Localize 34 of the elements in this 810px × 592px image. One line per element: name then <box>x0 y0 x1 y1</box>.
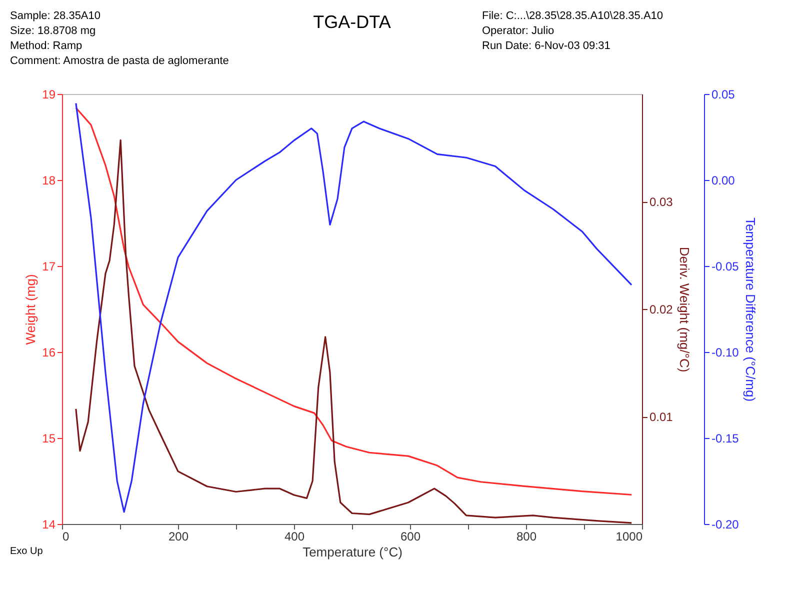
y-tick-label: 18 <box>42 174 56 188</box>
y3-tick-label: -0.10 <box>712 346 740 360</box>
y3-tick-label: -0.05 <box>712 260 740 274</box>
y2-tick-label: 0.01 <box>650 410 674 424</box>
y2-axis-title: Deriv. Weight (mg/°C) <box>676 246 692 372</box>
text: Size: 18.8708 mg <box>10 25 96 37</box>
y3-tick-label: 0.00 <box>712 174 736 188</box>
y3-tick-label: 0.05 <box>712 88 736 102</box>
y-axis-title: Weight (mg) <box>23 274 38 345</box>
y3-axis-title: Temperature Difference (°C/mg) <box>742 217 758 402</box>
y3-tick-label: -0.15 <box>712 432 740 446</box>
y2-tick-label: 0.02 <box>650 302 674 316</box>
y3-tick-label: -0.20 <box>712 518 740 532</box>
y-tick-label: 17 <box>42 260 56 274</box>
x-tick-label: 800 <box>516 530 537 544</box>
text: Operator: Julio <box>482 25 554 37</box>
y-tick-label: 19 <box>42 88 56 102</box>
text: Comment: Amostra de pasta de aglomerante <box>10 55 229 67</box>
x-tick-label: 1000 <box>616 530 643 544</box>
x-tick-label: 400 <box>284 530 305 544</box>
x-axis-title: Temperature (°C) <box>302 544 402 560</box>
text: Sample: 28.35A10 <box>10 10 101 22</box>
y2-tick-label: 0.03 <box>650 195 674 209</box>
text: Exo Up <box>10 546 44 557</box>
chart-title: TGA-DTA <box>313 12 391 32</box>
text: Run Date: 6-Nov-03 09:31 <box>482 40 610 52</box>
x-tick-label: 200 <box>168 530 189 544</box>
y-tick-label: 15 <box>42 432 56 446</box>
text: Method: Ramp <box>10 40 82 52</box>
x-tick-label: 600 <box>400 530 421 544</box>
text: File: C:...\28.35\28.35.A10\28.35.A10 <box>482 10 664 22</box>
x-tick-label: 0 <box>62 530 70 544</box>
y-tick-label: 14 <box>42 518 56 532</box>
y-tick-label: 16 <box>42 346 56 360</box>
